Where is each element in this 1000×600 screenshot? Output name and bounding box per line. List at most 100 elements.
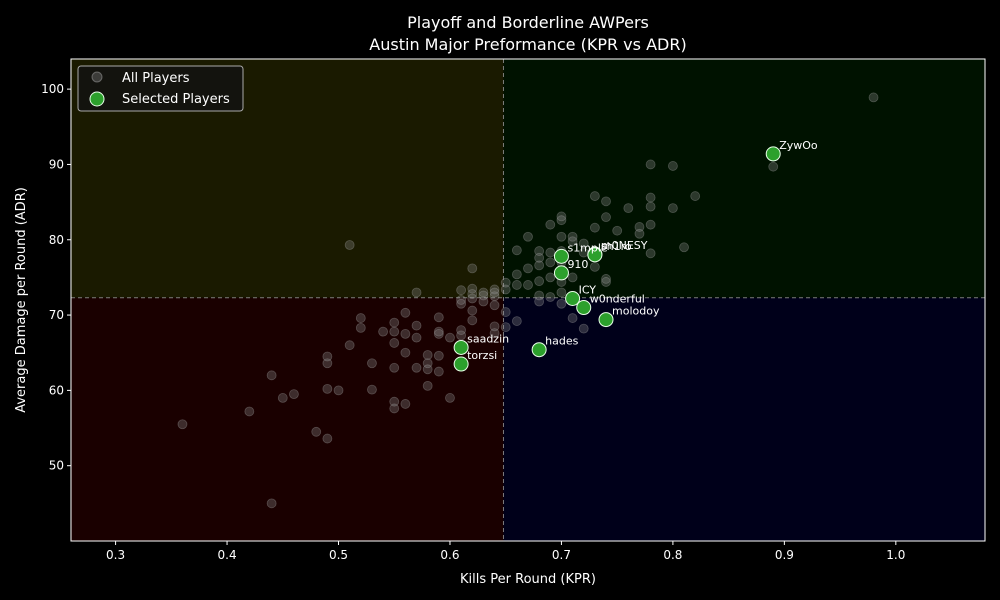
all-players-point [389, 317, 400, 328]
all-players-point [634, 222, 645, 232]
all-players-point [489, 291, 500, 302]
all-players-point [389, 338, 400, 348]
all-players-point [511, 245, 522, 256]
all-players-point [389, 403, 400, 414]
all-players-point [355, 322, 366, 333]
all-players-point [645, 219, 656, 230]
all-players-point [456, 325, 467, 336]
all-players-point [578, 323, 589, 334]
all-players-point [612, 225, 623, 236]
all-players-point [668, 203, 678, 214]
all-players-point [645, 159, 656, 170]
all-players-point [433, 366, 444, 377]
quadrant-backgrounds [71, 59, 985, 541]
all-players-point [389, 326, 400, 337]
x-tick-label: 0.8 [663, 548, 682, 562]
all-players-point [266, 498, 277, 509]
selected-player-label: molodoy [612, 305, 660, 318]
x-tick-label: 0.9 [775, 548, 794, 562]
all-players-point [389, 362, 400, 373]
selected-player-label: w0nderful [590, 293, 645, 306]
all-players-point [634, 228, 645, 239]
all-players-point [367, 358, 377, 369]
all-players-point [523, 263, 533, 274]
all-players-point [523, 231, 533, 242]
all-players-point [645, 201, 656, 212]
selected-player-point [553, 265, 569, 281]
all-players-point [601, 196, 611, 207]
all-players-point [534, 296, 545, 307]
all-players-point [333, 385, 344, 396]
all-players-point [500, 322, 511, 333]
all-players-point [344, 340, 355, 351]
selected-player-label: hades [545, 335, 578, 348]
selected-player-label: saadzin [467, 332, 509, 345]
all-players-point [690, 191, 701, 201]
all-players-point [768, 161, 779, 172]
all-players-point [467, 293, 478, 304]
selected-player-point [565, 290, 581, 306]
all-players-point [489, 287, 500, 298]
y-tick-label: 70 [49, 308, 64, 322]
all-players-point [433, 350, 444, 361]
selected-player-label: ZywOo [779, 139, 818, 152]
all-players-point [589, 191, 600, 201]
all-players-point [411, 362, 422, 373]
all-players-point [467, 289, 478, 299]
selected-player-point [598, 312, 614, 328]
all-players-point [545, 272, 556, 283]
all-players-point [556, 298, 567, 309]
selected-player-point [765, 146, 781, 162]
all-players-point [567, 272, 578, 283]
all-players-point [277, 393, 288, 403]
all-players-point [601, 212, 611, 223]
y-tick-label: 80 [49, 233, 64, 247]
all-players-point [322, 433, 333, 444]
x-tick-label: 0.7 [552, 548, 571, 562]
all-players-point [511, 280, 522, 290]
all-players-point [266, 370, 277, 381]
legend-all-players-label: All Players [122, 71, 190, 86]
all-players-point [445, 332, 455, 343]
all-players-point [489, 328, 500, 339]
all-players-point [567, 313, 578, 323]
all-players-point [556, 215, 567, 226]
all-players-point [679, 242, 689, 253]
all-players-point [378, 326, 388, 337]
y-tick-label: 90 [49, 157, 64, 171]
all-players-point [623, 203, 634, 214]
all-players-point [578, 238, 589, 249]
legend: All Players Selected Players [77, 65, 244, 112]
y-axis-label: Average Damage per Round (ADR) [14, 187, 29, 413]
all-players-point [411, 320, 422, 331]
all-players-point [534, 246, 545, 256]
selected-player-point [453, 356, 469, 372]
all-players-point [489, 321, 500, 332]
all-players-point [589, 222, 600, 233]
all-players-point [433, 312, 444, 323]
all-players-point [467, 315, 478, 326]
x-tick-label: 0.5 [329, 548, 348, 562]
selected-player-point [531, 342, 547, 358]
all-players-point [422, 350, 433, 360]
all-players-point [534, 252, 545, 263]
all-players-point [478, 287, 489, 298]
y-tick-label: 100 [41, 82, 64, 96]
y-axis-ticks: 50 60 70 80 90 100 [41, 82, 71, 473]
all-players-point [367, 384, 377, 395]
all-players-point [556, 287, 567, 298]
all-players-point [400, 328, 411, 339]
all-players-point [411, 332, 422, 343]
all-players-point [601, 274, 611, 284]
all-players-point [244, 406, 255, 417]
quadrant-bottom-right [503, 297, 985, 541]
all-players-point [556, 231, 567, 242]
all-players-point [478, 296, 489, 307]
all-players-point [422, 380, 433, 391]
all-players-point [567, 231, 578, 242]
all-players-point [177, 419, 188, 430]
x-tick-label: 1.0 [886, 548, 905, 562]
all-players-point [545, 219, 556, 230]
reference-lines [71, 59, 985, 541]
all-players-point [433, 328, 444, 339]
